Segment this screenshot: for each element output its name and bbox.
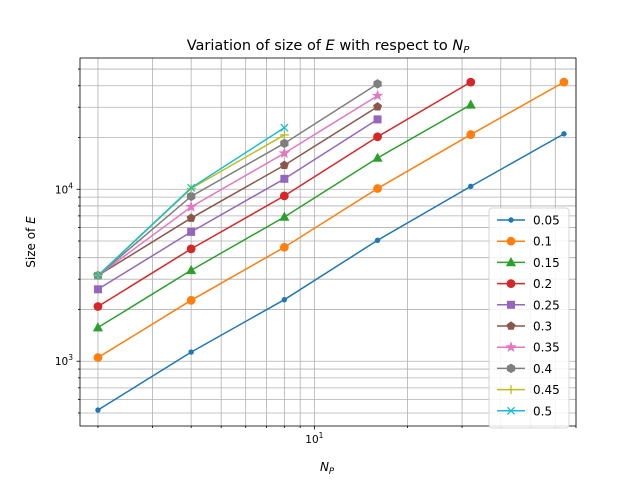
x-axis-label: NP: [320, 460, 335, 477]
y-tick-label: 104: [55, 181, 73, 196]
series-0.05: [95, 131, 567, 413]
x-tick-label: 101: [305, 431, 323, 446]
chart-title: Variation of size of E with respect to N…: [187, 38, 471, 56]
data-point: [559, 77, 569, 87]
series-line: [97, 133, 565, 411]
data-point: [187, 183, 196, 192]
legend-label: 0.4: [533, 362, 552, 376]
legend-label: 0.15: [533, 256, 560, 270]
data-point: [373, 79, 382, 89]
legend-entry: 0.1: [497, 235, 552, 249]
data-point: [279, 211, 290, 221]
data-point: [280, 123, 289, 132]
legend-entry: 0.45: [497, 383, 560, 397]
data-point: [93, 271, 103, 280]
data-point: [280, 138, 289, 149]
axes-layer: 101 103 104: [55, 57, 577, 446]
data-point: [371, 89, 384, 101]
y-tick-label: 103: [55, 353, 73, 368]
series-0.3: [93, 102, 383, 280]
data-point: [93, 353, 103, 362]
data-point: [466, 130, 476, 139]
series-0.5: [93, 123, 289, 280]
series-line: [97, 81, 565, 359]
data-point: [186, 213, 196, 222]
legend-entry: 0.25: [497, 298, 560, 312]
data-point: [372, 152, 383, 162]
data-point: [92, 322, 104, 332]
series-layer: [92, 77, 569, 413]
legend-marker: [506, 300, 515, 309]
data-point: [279, 191, 289, 201]
legend-label: 0.1: [533, 235, 552, 249]
data-point: [278, 147, 291, 159]
y-axis-label: Size of E: [24, 216, 38, 268]
legend-marker: [506, 363, 516, 374]
legend-marker: [505, 256, 517, 267]
data-point: [373, 102, 383, 111]
series-0.15: [92, 99, 476, 332]
data-point: [373, 132, 382, 142]
data-point: [186, 295, 196, 305]
legend-label: 0.25: [533, 298, 560, 312]
data-point: [466, 77, 476, 87]
legend-marker: [506, 406, 516, 415]
legend-label: 0.2: [533, 277, 552, 291]
data-point: [279, 160, 289, 170]
data-point: [187, 227, 196, 236]
data-point: [185, 200, 197, 212]
data-point: [186, 244, 196, 254]
data-point: [373, 115, 382, 124]
data-point: [93, 302, 103, 311]
series-line: [97, 118, 378, 290]
series-line: [97, 106, 378, 277]
legend-marker: [505, 341, 517, 353]
legend-entry: 0.05: [497, 214, 560, 228]
data-point: [95, 407, 101, 413]
data-point: [93, 285, 102, 294]
legend-label: 0.05: [533, 214, 560, 228]
data-point: [279, 242, 289, 252]
data-point: [561, 131, 567, 137]
legend-marker: [506, 321, 516, 330]
legend-marker: [506, 279, 516, 289]
legend-marker: [508, 217, 514, 223]
legend-entry: 0.2: [497, 277, 552, 291]
legend-entry: 0.3: [497, 320, 552, 334]
series-0.2: [93, 77, 476, 311]
legend-label: 0.35: [533, 341, 560, 355]
legend-label: 0.45: [533, 383, 560, 397]
data-point: [187, 191, 196, 202]
label-layer: Variation of size of E with respect to N…: [24, 38, 470, 477]
legend-label: 0.3: [533, 320, 552, 334]
data-point: [374, 237, 381, 243]
series-line: [97, 95, 378, 277]
legend-entry: 0.35: [497, 341, 560, 355]
data-point: [281, 296, 288, 303]
data-point: [465, 99, 476, 109]
series-0.25: [93, 115, 382, 294]
series-0.1: [93, 77, 569, 362]
legend: 0.05 0.1 0.15 0.2 0.25 0.3 0.35 0.4 0.45 0.5: [488, 207, 570, 429]
data-point: [186, 264, 197, 275]
data-point: [280, 174, 289, 183]
data-point: [188, 349, 194, 355]
data-point: [373, 184, 382, 193]
legend-entry: 0.15: [497, 256, 560, 270]
plot-frame: [79, 57, 577, 427]
data-point: [279, 130, 289, 140]
legend-marker: [506, 236, 516, 246]
legend-entry: 0.4: [497, 362, 552, 376]
legend-label: 0.5: [533, 404, 552, 418]
legend-entry: 0.5: [497, 404, 552, 418]
legend-marker: [506, 385, 516, 395]
series-line: [97, 83, 378, 277]
data-point: [468, 183, 474, 190]
